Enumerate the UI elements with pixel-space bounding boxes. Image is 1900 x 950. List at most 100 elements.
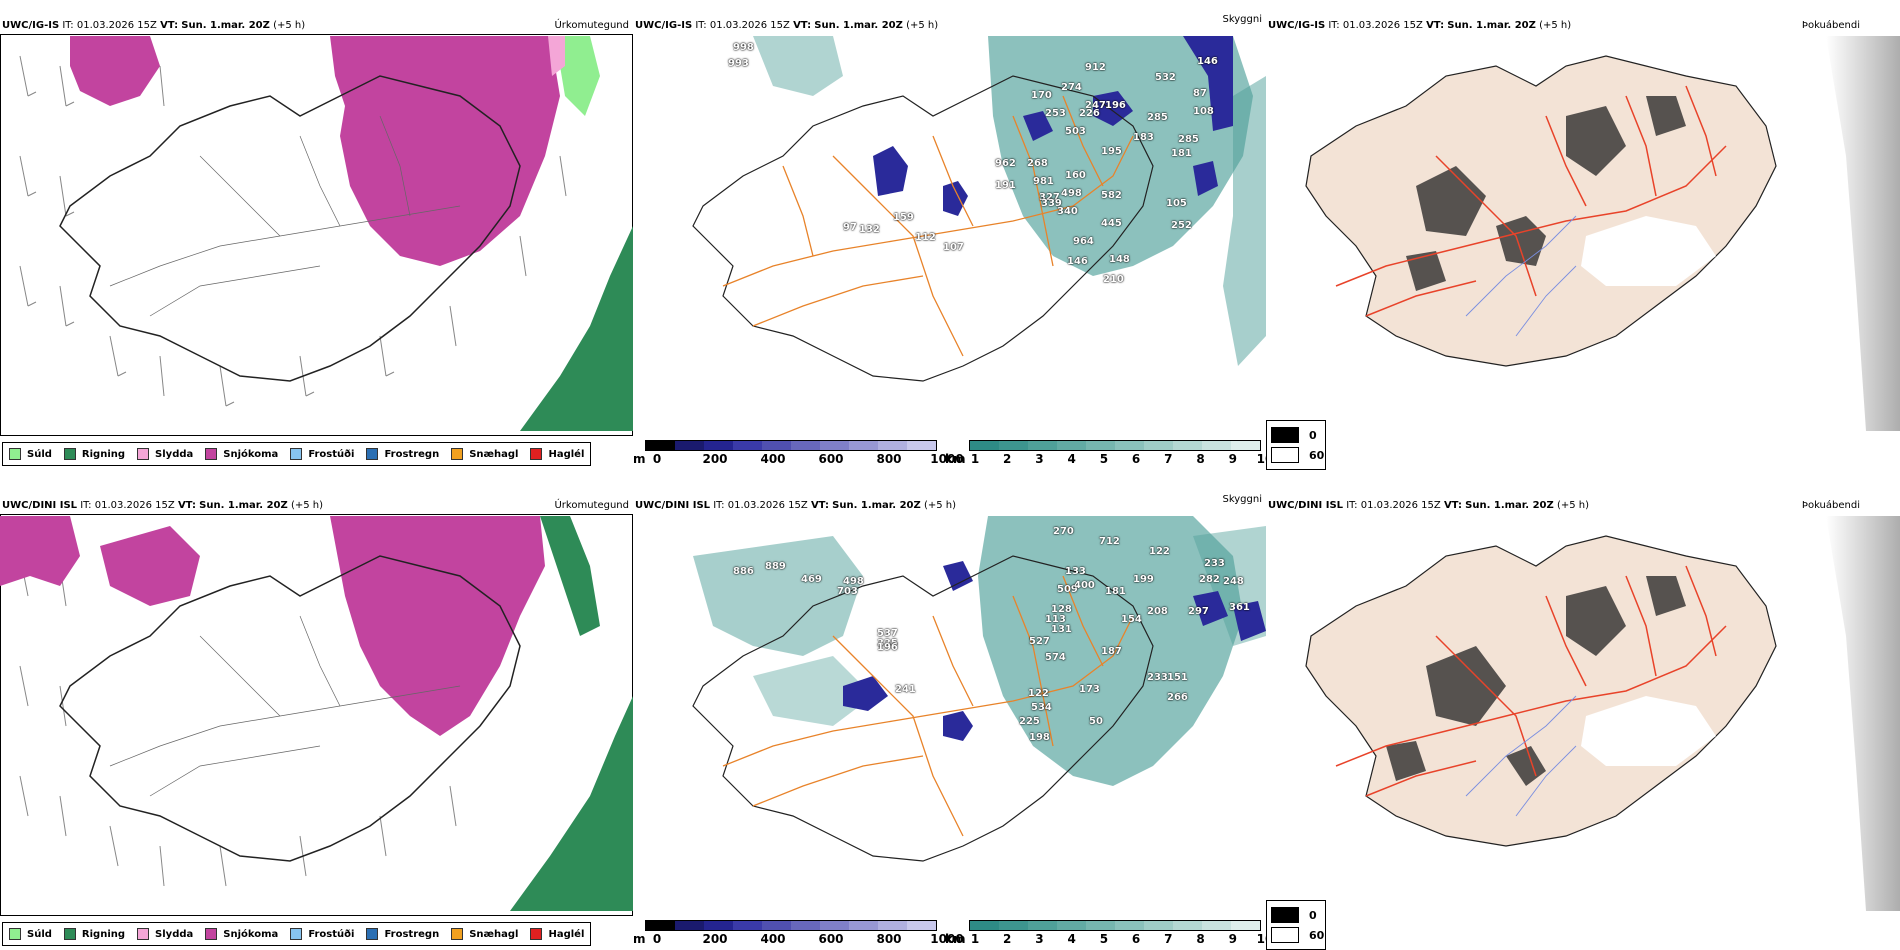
colorbar-step: [970, 921, 999, 930]
precip-type-panel-2: UWC/DINI ISL IT: 01.03.2026 15Z VT: Sun.…: [0, 480, 633, 950]
legend-item-sleet: Slydda: [137, 448, 193, 460]
roads: [722, 575, 1134, 837]
clear-area: [1581, 216, 1716, 286]
cloud-base-label: 270: [1053, 526, 1074, 537]
rivers: [1465, 215, 1577, 337]
cloud-base-panel-2: UWC/DINI ISL IT: 01.03.2026 15Z VT: Sun.…: [633, 480, 1266, 950]
scale-tick-label: 6: [1131, 932, 1141, 946]
legend-item-drizzle: Súld: [9, 448, 52, 460]
cloud-base-label: 253: [1045, 108, 1066, 119]
cloud-base-label: 241: [895, 684, 916, 695]
colorbar-step: [791, 441, 820, 450]
cloud-base-label: 340: [1057, 206, 1078, 217]
panel-title: Úrkomutegund: [554, 20, 629, 31]
fog-map: [1305, 516, 1900, 911]
scale-tick-label: 1: [970, 932, 980, 946]
colorbar-step: [907, 921, 936, 930]
cloud-base-label: 112: [915, 232, 936, 243]
scale-tick-label: 3: [1035, 452, 1044, 466]
cloud-base-label: 151: [1167, 672, 1188, 683]
cloud-base-label: 233: [1147, 672, 1168, 683]
clear-area: [1581, 696, 1716, 766]
cloud-labels: 998 993 912 532 146 87 108 170 274 247 196 253 226 28…: [633, 36, 1266, 431]
scale-tick-label: 0: [652, 452, 662, 466]
cloud-base-label: 122: [1149, 546, 1170, 557]
cloud-base-label: 703: [837, 586, 858, 597]
fog-panel-1: UWC/IG-IS IT: 01.03.2026 15Z VT: Sun. 1.…: [1266, 0, 1900, 470]
scale-tick-label: 3: [1035, 932, 1044, 946]
cloud-base-label: 198: [1029, 732, 1050, 743]
scale-tick-label: 0: [652, 932, 662, 946]
legend-item-rain: Rigning: [63, 448, 125, 460]
legend-item-snow: Snjókoma: [205, 928, 278, 940]
fog-legend-item-60: 60: [1271, 927, 1324, 943]
cloud-base-label: 889: [765, 561, 786, 572]
cloud-base-label: 532: [1155, 72, 1176, 83]
scale-tick-label: 4: [1067, 452, 1076, 466]
cloud-base-label: 108: [1193, 106, 1214, 117]
cloud-base-label: 159: [893, 212, 914, 223]
colorbar-step: [733, 921, 762, 930]
scale-tick-label: 1000: [930, 932, 964, 946]
legend-item-drizzle: Súld: [9, 928, 52, 940]
fog-patches: [1406, 96, 1686, 291]
cloud-base-label: 113: [1045, 614, 1066, 625]
colorbar-step: [999, 441, 1028, 450]
fog-legend-item-0: 0: [1271, 907, 1317, 923]
fog-legend-item-60: 60: [1271, 447, 1324, 463]
cloud-base-scale: m 0 200 400 600 800 1000: [633, 920, 964, 950]
snow-area-2: [330, 36, 560, 266]
cloud-base-label: 97: [843, 222, 857, 233]
cloud-base-colorbar: [645, 440, 937, 451]
cloud-base-label: 268: [1027, 158, 1048, 169]
cloud-map: [692, 36, 1266, 382]
cloud-area-1: [988, 36, 1253, 276]
cloud-base-label: 335: [877, 638, 898, 649]
panel-header: UWC/DINI ISL IT: 01.03.2026 15Z VT: Sun.…: [2, 500, 323, 511]
colorbar-step: [820, 921, 849, 930]
cloud-base-label: 252: [1171, 220, 1192, 231]
colorbar-step: [675, 921, 704, 930]
colorbar-step: [878, 921, 907, 930]
cloud-base-label: 146: [1197, 56, 1218, 67]
colorbar-step: [1173, 921, 1202, 930]
cloud-base-label: 400: [1074, 580, 1095, 591]
legend-item-snow: Snjókoma: [205, 448, 278, 460]
cloud-base-label: 998: [733, 42, 754, 53]
cloud-base-label: 50: [1089, 716, 1103, 727]
panel-header: UWC/IG-IS IT: 01.03.2026 15Z VT: Sun. 1.…: [635, 20, 939, 31]
cloud-base-label: 285: [1178, 134, 1199, 145]
legend-item-sleet: Slydda: [137, 928, 193, 940]
low-cloud-patches: [873, 36, 1233, 216]
colorbar-step: [970, 441, 999, 450]
legend-item-freezing-drizzle: Frostúði: [290, 928, 354, 940]
scale-tick-label: 6: [1131, 452, 1141, 466]
cloud-base-label: 509: [1057, 584, 1078, 595]
cloud-base-label: 582: [1101, 190, 1122, 201]
colorbar-step: [1086, 921, 1115, 930]
precip-map: [0, 516, 633, 911]
legend-item-snow-pellets: Snæhagl: [451, 928, 518, 940]
scale-tick-label: 400: [760, 452, 786, 466]
cloud-base-label: 469: [801, 574, 822, 585]
colorbar-step: [1144, 921, 1173, 930]
scale-unit: km: [945, 452, 966, 466]
panel-header: UWC/IG-IS IT: 01.03.2026 15Z VT: Sun. 1.…: [2, 20, 306, 31]
panel-header: UWC/IG-IS IT: 01.03.2026 15Z VT: Sun. 1.…: [1268, 20, 1572, 31]
cloud-map: [692, 516, 1266, 862]
cloud-base-colorbar: [645, 920, 937, 931]
rain-area: [520, 226, 633, 431]
cloud-base-label: 191: [995, 180, 1016, 191]
colorbar-step: [1086, 441, 1115, 450]
cloud-area-2: [693, 536, 863, 656]
cloud-base-label: 993: [728, 58, 749, 69]
scale-unit: km: [945, 932, 966, 946]
rivers: [1465, 695, 1577, 817]
iceland-outline: [692, 555, 1154, 862]
colorbar-step: [733, 441, 762, 450]
low-cloud-patches: [843, 561, 1266, 741]
precip-legend: Súld Rigning Slydda Snjókoma Frostúði Fr…: [2, 922, 592, 946]
cloud-base-label: 226: [1079, 108, 1100, 119]
cloud-base-label: 122: [1028, 688, 1049, 699]
scale-tick-label: 7: [1164, 452, 1173, 466]
